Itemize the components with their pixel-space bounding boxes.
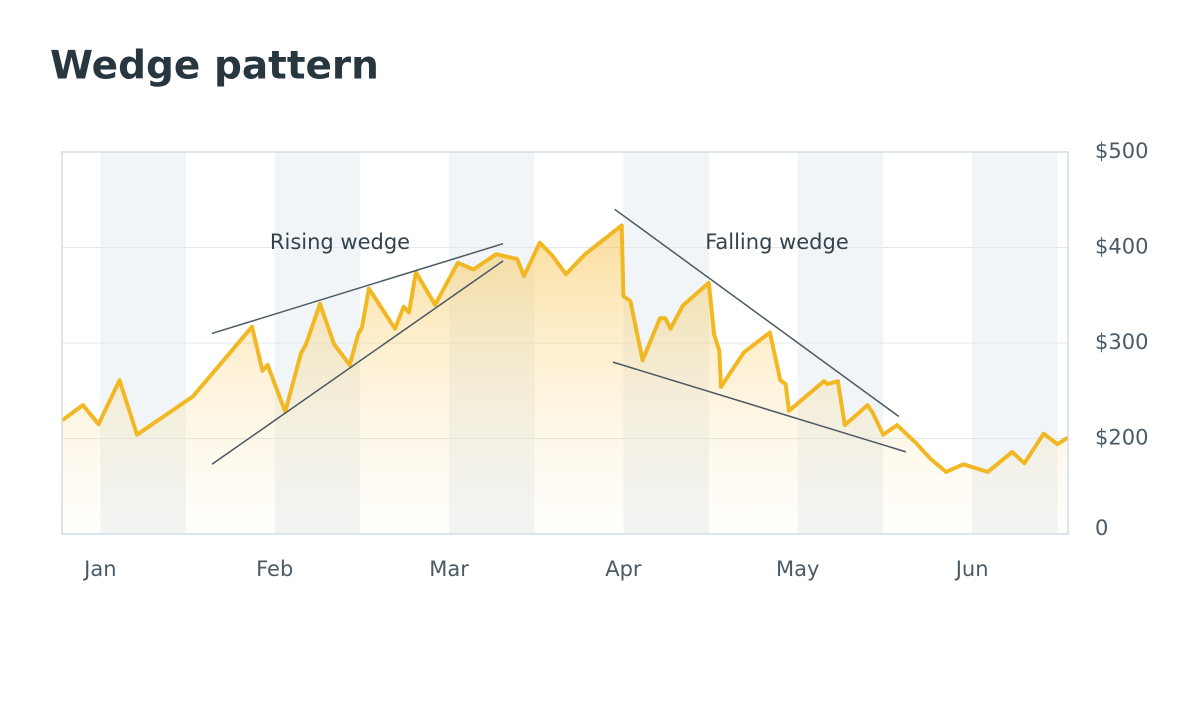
trend-line [614, 208, 900, 418]
x-tick-label: Mar [429, 557, 469, 581]
annotation: Rising wedge [270, 230, 410, 254]
chart-title: Wedge pattern [50, 44, 379, 89]
area [62, 225, 1068, 534]
x-tick-label: Jun [954, 557, 989, 581]
y-tick-label: $200 [1095, 426, 1148, 450]
y-tick-label: $300 [1095, 330, 1148, 354]
plot-frame [61, 151, 1069, 535]
x-tick-label: Apr [605, 557, 642, 581]
y-floor-label: 0 [1095, 516, 1108, 540]
annotation: Falling wedge [705, 230, 849, 254]
y-tick-label: $500 [1095, 139, 1148, 163]
trend-line [612, 361, 907, 453]
trend-line [211, 242, 504, 335]
y-tick-label: $400 [1095, 235, 1148, 259]
line [60, 223, 1070, 474]
x-tick-label: Feb [256, 557, 293, 581]
x-tick-label: May [776, 557, 819, 581]
x-tick-label: Jan [82, 557, 116, 581]
trend-line [211, 260, 504, 465]
